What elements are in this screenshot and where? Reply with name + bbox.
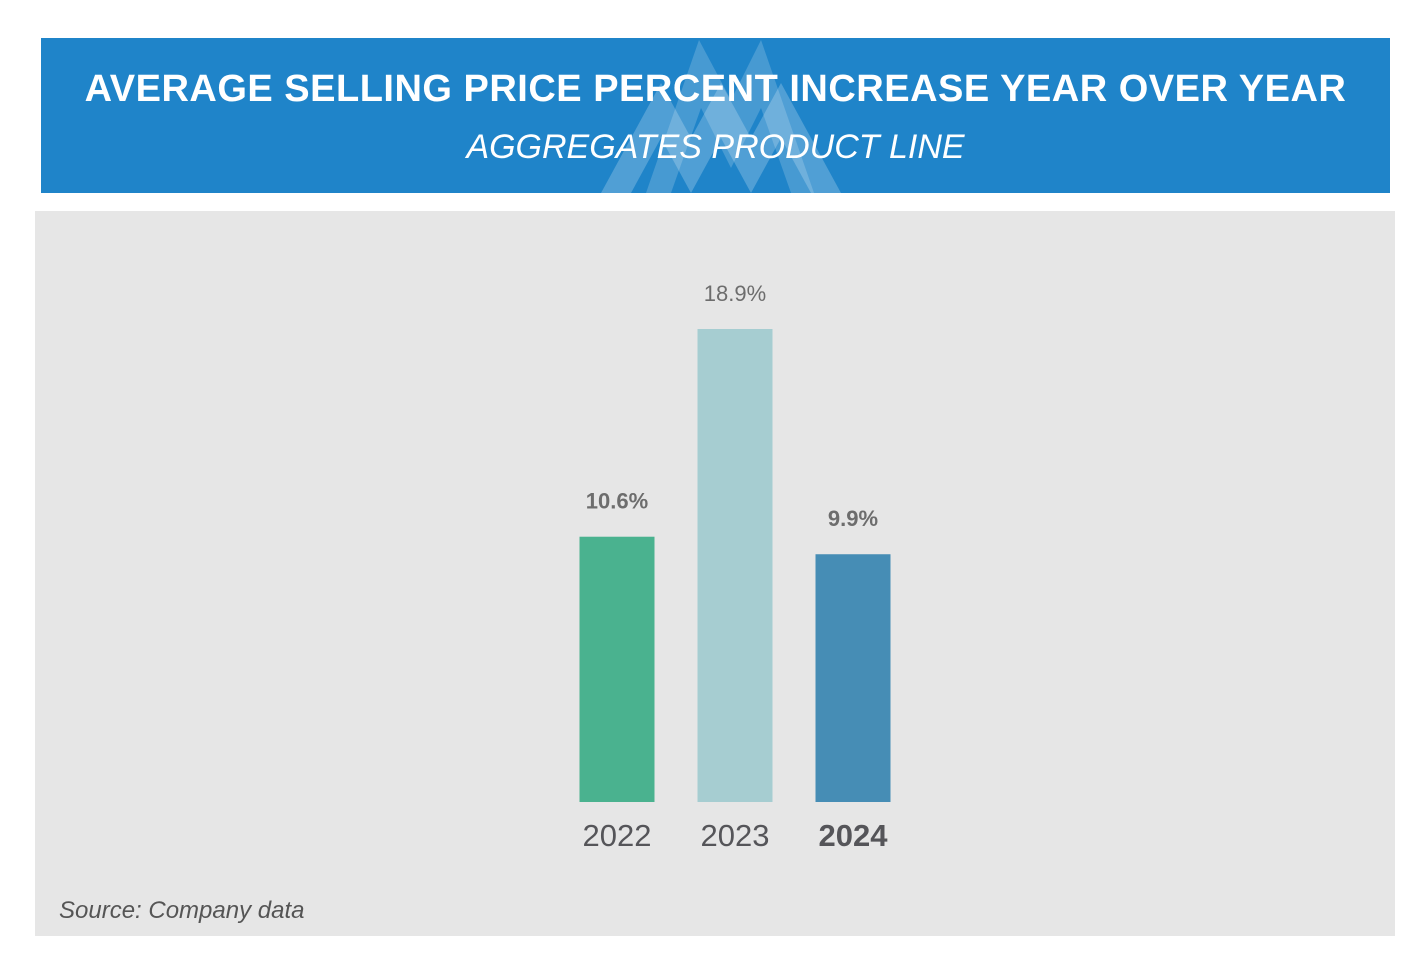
company-logo-watermark-icon [601,40,841,193]
x-tick-label-2024: 2024 [819,818,889,853]
bar-2024 [815,554,891,802]
bar-2023 [697,329,773,802]
chart-subtitle: AGGREGATES PRODUCT LINE [466,128,965,166]
data-label-2023: 18.9% [704,281,766,306]
x-tick-label-2023: 2023 [701,818,770,853]
data-label-2024: 9.9% [828,506,878,531]
chart-panel: 10.6% 18.9% 9.9% 2022 2023 2024 Source: Comp… [35,211,1395,936]
data-label-2022: 10.6% [586,489,648,514]
chart-title: AVERAGE SELLING PRICE PERCENT INCREASE Y… [84,68,1347,110]
source-note: Source: Company data [59,897,305,924]
bar-2022 [579,536,655,802]
chart-header: AVERAGE SELLING PRICE PERCENT INCREASE Y… [41,38,1390,193]
bar-chart: 10.6% 18.9% 9.9% 2022 2023 2024 [579,281,891,853]
x-tick-label-2022: 2022 [583,818,652,853]
